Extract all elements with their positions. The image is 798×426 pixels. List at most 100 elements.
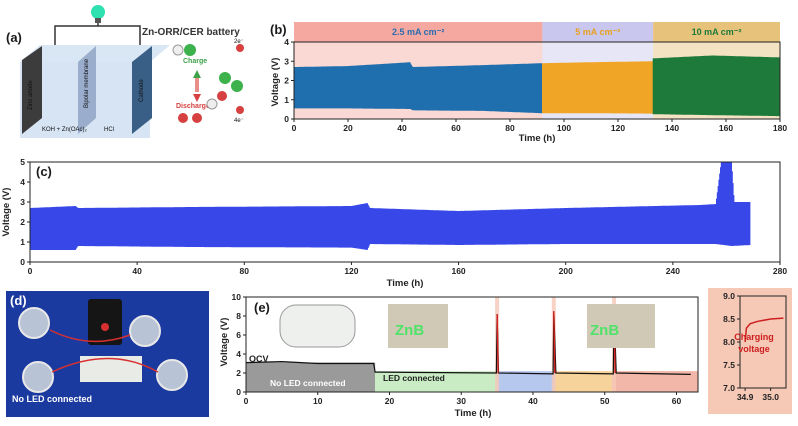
rate-band-label: 5 mA cm⁻² xyxy=(575,27,620,37)
y-tick-label: 3 xyxy=(20,197,25,207)
x-tick-label: 0 xyxy=(28,266,33,276)
cycling-trace-0 xyxy=(293,62,543,114)
x-tick-label: 60 xyxy=(451,123,461,133)
bipolar-membrane xyxy=(78,46,96,134)
cell-2-icon xyxy=(129,315,161,347)
device-box xyxy=(88,299,122,345)
panel-e-inset: 34.9 35.0 7.0 7.5 8.0 8.5 9.0 Charging voltage xyxy=(708,288,792,414)
anode-label: Zinc anode xyxy=(28,80,34,110)
y-tick-label: 1 xyxy=(20,237,25,247)
charge-label: Charge xyxy=(183,58,207,65)
state-band xyxy=(375,371,498,392)
x-tick-label: 20 xyxy=(343,123,353,133)
wire-red xyxy=(49,329,131,343)
x-tick-label: 160 xyxy=(451,266,465,276)
rate-band-header xyxy=(542,22,654,42)
inset-photo-1 xyxy=(279,304,356,348)
state-band xyxy=(246,362,376,392)
x-tick-label: 240 xyxy=(666,266,680,276)
x-tick-label: 100 xyxy=(557,123,571,133)
panel-a: (a) Zn-ORR/CER battery Zinc anode Bipola… xyxy=(6,5,244,138)
rate-band-header xyxy=(294,22,543,42)
x-tick-label: 120 xyxy=(344,266,358,276)
inset-ticks: 34.9 35.0 7.0 7.5 8.0 8.5 9.0 xyxy=(723,291,779,402)
x-tick-label: 160 xyxy=(719,123,733,133)
y-tick-label: 9.0 xyxy=(723,291,735,301)
electrolyte-left: KOH + Zn(OAc)₂ xyxy=(42,127,88,133)
no-led-label: No LED connected xyxy=(270,378,346,388)
y-tick-label: 10 xyxy=(232,292,242,302)
cathode-label: Cathode xyxy=(139,79,145,102)
cell-4-icon xyxy=(156,359,188,391)
inset-annotation-line1: Charging xyxy=(734,332,774,342)
x-tick-label: 120 xyxy=(611,123,625,133)
y-tick-label: 0 xyxy=(236,387,241,397)
y-tick-label: 3 xyxy=(284,56,289,66)
inset-plot xyxy=(744,317,784,343)
electron2-icon xyxy=(236,106,244,114)
y-tick-label: 2 xyxy=(236,368,241,378)
y-tick-label: 8.5 xyxy=(723,314,735,324)
x-tick-label: 140 xyxy=(665,123,679,133)
cycling-trace-1 xyxy=(542,61,654,114)
inset-annotation-line2: voltage xyxy=(738,344,770,354)
panel-b-plot xyxy=(293,55,780,117)
y-tick-label: 8 xyxy=(236,311,241,321)
x-tick-label: 35.0 xyxy=(762,392,779,402)
electron-label-bottom: 4e⁻ xyxy=(234,118,244,124)
h-atom-icon xyxy=(172,44,184,56)
panel-c-ticks: 0 40 80 120 160 200 240 280 0 1 2 3 4 5 xyxy=(20,157,787,276)
battery-title: Zn-ORR/CER battery xyxy=(142,27,240,38)
o-atom3-icon xyxy=(217,91,227,101)
cathode-plate xyxy=(132,46,152,134)
x-tick-label: 40 xyxy=(132,266,142,276)
x-tick-label: 280 xyxy=(773,266,787,276)
y-tick-label: 0 xyxy=(20,257,25,267)
led-label: LED connected xyxy=(383,373,445,383)
panel-a-label: (a) xyxy=(6,30,22,45)
inset-photo-3 xyxy=(587,304,655,348)
inset-charge-trace xyxy=(744,317,784,343)
y-tick-label: 5 xyxy=(20,157,25,167)
y-tick-label: 8.0 xyxy=(723,337,735,347)
x-tick-label: 180 xyxy=(773,123,787,133)
y-tick-label: 0 xyxy=(284,114,289,124)
panel-c-label: (c) xyxy=(36,164,52,179)
discharge-arrow-icon xyxy=(193,94,201,102)
state-band xyxy=(611,371,698,392)
panel-e-label: (e) xyxy=(254,300,270,315)
panel-b-ylabel: Voltage (V) xyxy=(270,58,281,107)
wire-red-2 xyxy=(51,357,159,373)
inset-led-letters-1: ZnB xyxy=(395,322,424,339)
rate-band-header xyxy=(653,22,780,42)
cell-3-icon xyxy=(22,361,54,393)
x-tick-label: 10 xyxy=(313,396,323,406)
rate-band-label: 10 mA cm⁻² xyxy=(692,27,742,37)
y-tick-label: 4 xyxy=(20,177,25,187)
panel-b: (b) 2.5 mA cm⁻² 5 mA cm⁻² 10 mA cm⁻² 0 20 40… xyxy=(270,22,787,144)
y-tick-label: 4 xyxy=(284,37,289,47)
x-tick-label: 0 xyxy=(244,396,249,406)
charging-spike xyxy=(553,311,556,374)
panel-e-ylabel: Voltage (V) xyxy=(219,318,230,367)
h2o-icon xyxy=(206,98,218,110)
panel-c-plot xyxy=(29,162,751,250)
bulb-icon xyxy=(91,5,105,19)
y-tick-label: 6 xyxy=(236,330,241,340)
arrow-shaft xyxy=(195,78,199,92)
cl2-atom-icon xyxy=(219,72,231,84)
x-tick-label: 60 xyxy=(672,396,682,406)
charge-arrow-icon xyxy=(193,70,201,78)
y-tick-label: 4 xyxy=(236,349,241,359)
discharge-label: Discharge xyxy=(176,103,210,110)
o-atom2-icon xyxy=(192,113,202,123)
membrane-label: Bipolar membrane xyxy=(84,58,90,108)
x-tick-label: 34.9 xyxy=(737,392,754,402)
panel-d-caption: No LED connected xyxy=(12,394,92,404)
x-tick-label: 30 xyxy=(457,396,467,406)
inset-led-letters-2: ZnB xyxy=(590,322,619,339)
inset-bg xyxy=(708,288,792,414)
x-tick-label: 50 xyxy=(600,396,610,406)
